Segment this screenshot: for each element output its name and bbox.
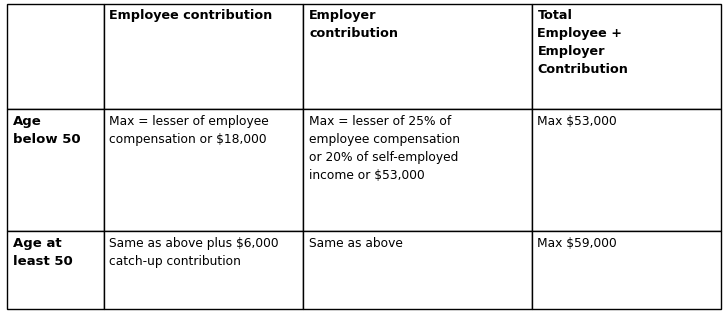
Bar xyxy=(531,4,721,109)
Bar xyxy=(304,231,531,309)
Bar xyxy=(7,231,103,309)
Bar xyxy=(531,231,721,309)
Bar xyxy=(7,4,103,109)
Text: Age at
least 50: Age at least 50 xyxy=(13,237,73,268)
Text: Total
Employee +
Employer
Contribution: Total Employee + Employer Contribution xyxy=(537,9,628,76)
Bar xyxy=(103,4,304,109)
Bar xyxy=(103,109,304,231)
Text: Max = lesser of 25% of
employee compensation
or 20% of self-employed
income or $: Max = lesser of 25% of employee compensa… xyxy=(309,115,460,182)
Text: Employee contribution: Employee contribution xyxy=(109,9,273,22)
Bar xyxy=(7,109,103,231)
Bar xyxy=(304,4,531,109)
Text: Max $53,000: Max $53,000 xyxy=(537,115,617,128)
Text: Employer
contribution: Employer contribution xyxy=(309,9,398,40)
Bar xyxy=(531,109,721,231)
Text: Same as above plus $6,000
catch-up contribution: Same as above plus $6,000 catch-up contr… xyxy=(109,237,279,268)
Text: Age
below 50: Age below 50 xyxy=(13,115,81,146)
Bar xyxy=(304,109,531,231)
Text: Same as above: Same as above xyxy=(309,237,403,250)
Text: Max $59,000: Max $59,000 xyxy=(537,237,617,250)
Text: Max = lesser of employee
compensation or $18,000: Max = lesser of employee compensation or… xyxy=(109,115,269,146)
Bar xyxy=(103,231,304,309)
